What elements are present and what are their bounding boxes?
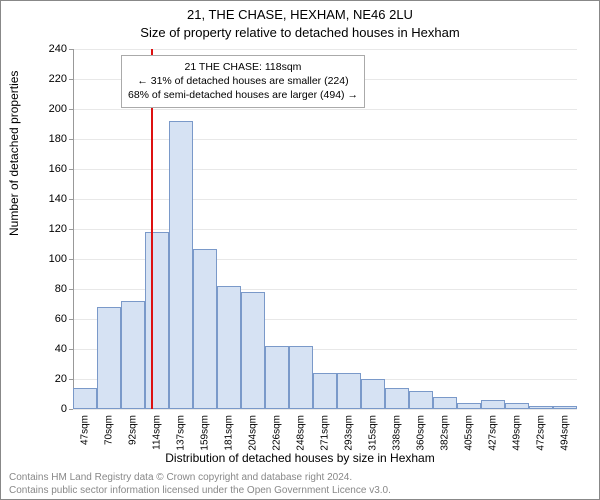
gridline [73,169,577,170]
bar [457,403,481,409]
gridline [73,139,577,140]
x-tick-label: 472sqm [536,415,547,451]
x-tick-label: 338sqm [392,415,403,451]
bar [193,249,217,410]
x-tick-label: 181sqm [224,415,235,451]
title-address: 21, THE CHASE, HEXHAM, NE46 2LU [1,7,599,22]
bar [553,406,577,409]
bar [265,346,289,409]
gridline [73,199,577,200]
gridline [73,409,577,410]
credit-line-2: Contains public sector information licen… [9,485,391,496]
bar [121,301,145,409]
bar [385,388,409,409]
annotation-box: 21 THE CHASE: 118sqm← 31% of detached ho… [121,55,365,108]
x-tick-label: 494sqm [560,415,571,451]
x-tick-label: 114sqm [152,415,163,450]
bar [337,373,361,409]
annotation-line-3: 68% of semi-detached houses are larger (… [128,88,358,102]
x-tick-label: 271sqm [320,415,331,451]
x-tick-label: 159sqm [200,415,211,451]
bar [481,400,505,409]
credit-line-1: Contains HM Land Registry data © Crown c… [9,472,352,483]
x-tick-label: 204sqm [248,415,259,451]
x-axis-label: Distribution of detached houses by size … [1,451,599,465]
plot-area: 02040608010012014016018020022024047sqm70… [73,49,577,409]
bar [217,286,241,409]
bar [361,379,385,409]
x-tick-label: 226sqm [272,415,283,451]
x-tick-label: 449sqm [512,415,523,451]
bar [409,391,433,409]
title-subtitle: Size of property relative to detached ho… [1,25,599,40]
y-axis-line [73,49,74,409]
x-tick-label: 47sqm [80,415,91,445]
gridline [73,229,577,230]
chart-container: 21, THE CHASE, HEXHAM, NE46 2LU Size of … [0,0,600,500]
bar [241,292,265,409]
bar [145,232,169,409]
x-tick-label: 382sqm [440,415,451,451]
bar [529,406,553,409]
gridline [73,49,577,50]
x-tick-label: 248sqm [296,415,307,451]
x-tick-label: 360sqm [416,415,427,451]
annotation-line-1: 21 THE CHASE: 118sqm [128,60,358,74]
bar [73,388,97,409]
y-axis-label: Number of detached properties [7,71,21,236]
bar [289,346,313,409]
bar [169,121,193,409]
bar [505,403,529,409]
annotation-line-2: ← 31% of detached houses are smaller (22… [128,74,358,88]
y-tick-mark [69,409,73,410]
bar [433,397,457,409]
x-tick-label: 427sqm [488,415,499,451]
x-tick-label: 92sqm [128,415,139,445]
x-tick-label: 293sqm [344,415,355,451]
bar [97,307,121,409]
x-tick-label: 315sqm [368,415,379,451]
gridline [73,109,577,110]
x-tick-label: 137sqm [176,415,187,451]
x-tick-label: 70sqm [104,415,115,445]
bar [313,373,337,409]
x-tick-label: 405sqm [464,415,475,451]
